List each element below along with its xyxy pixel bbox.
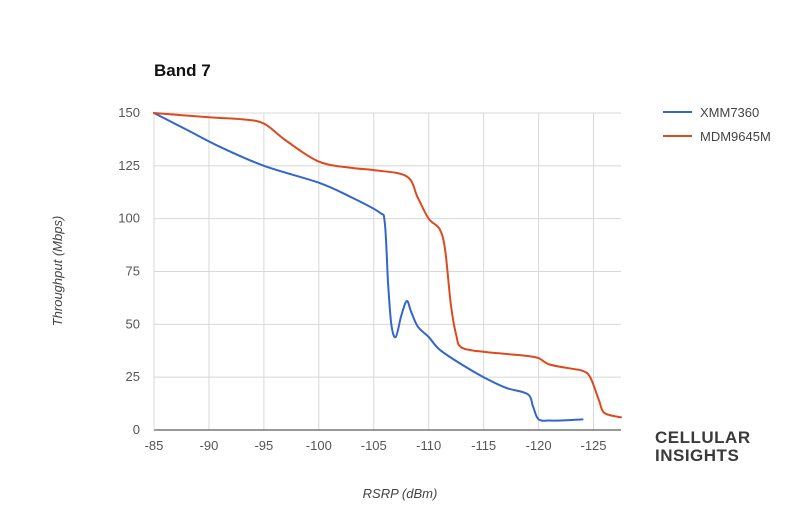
y-tick-label: 25 [126,369,140,384]
brand-line-1: CELLULAR [655,428,751,447]
series-line-mdm9645m [153,112,622,419]
x-tick-label: -120 [526,438,552,453]
y-axis-title: Throughput (Mbps) [50,216,65,327]
x-tick-label: -110 [416,438,441,453]
legend-label: MDM9645M [700,129,771,144]
x-tick-label: -85 [145,438,164,453]
y-tick-label: 150 [118,105,140,120]
series-line-xmm7360 [153,112,584,422]
y-tick-label: 50 [126,316,140,331]
x-tick-label: -95 [254,438,273,453]
axis-layer: 0 25 50 75 100 125 150 -85 -90 -95 -100 -105 -110 -11… [118,105,621,453]
brand-line-2: INSIGHTS [655,446,739,465]
chart-title: Band 7 [154,61,211,80]
x-axis-title: RSRP (dBm) [363,486,438,501]
y-tick-label: 0 [133,422,140,437]
x-tick-label: -125 [581,438,607,453]
x-tick-label: -90 [200,438,219,453]
x-tick-label: -115 [471,438,496,453]
grid-layer [154,112,621,430]
y-tick-label: 125 [118,158,140,173]
x-tick-label: -105 [361,438,387,453]
x-tick-label: -100 [306,438,332,453]
legend: XMM7360 MDM9645M [663,105,771,144]
y-tick-label: 100 [118,211,140,226]
y-tick-label: 75 [126,264,140,279]
legend-label: XMM7360 [700,105,759,120]
series-layer [153,112,622,422]
